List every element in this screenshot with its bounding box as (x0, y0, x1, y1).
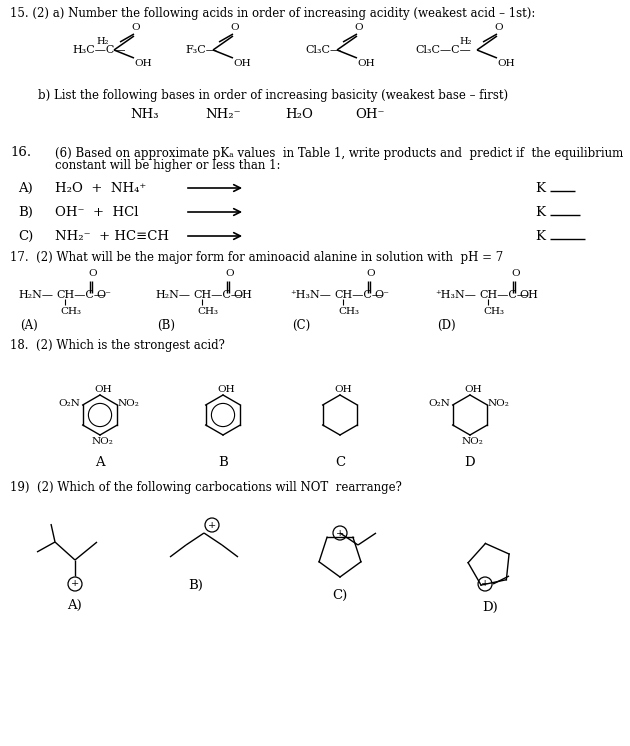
Text: (B): (B) (157, 319, 175, 331)
Text: O₂N: O₂N (58, 398, 80, 407)
Text: NO₂: NO₂ (488, 398, 510, 407)
Text: OH: OH (334, 386, 352, 395)
Text: CH₃: CH₃ (197, 307, 218, 316)
Text: (A): (A) (20, 319, 38, 331)
Text: OH: OH (233, 290, 252, 300)
Text: (D): (D) (437, 319, 455, 331)
Text: H₂O: H₂O (285, 107, 313, 121)
Text: +: + (71, 580, 79, 589)
Text: OH: OH (497, 58, 515, 67)
Text: C): C) (18, 230, 33, 242)
Text: B): B) (18, 205, 33, 219)
Text: OH: OH (94, 386, 112, 395)
Text: OH: OH (217, 386, 234, 395)
Text: O⁻: O⁻ (96, 290, 111, 300)
Text: B): B) (188, 578, 203, 592)
Text: CH—C—: CH—C— (56, 290, 105, 300)
Text: +: + (208, 521, 216, 530)
Text: OH⁻  +  HCl: OH⁻ + HCl (55, 205, 139, 219)
Text: 16.: 16. (10, 146, 31, 160)
Text: O⁻: O⁻ (374, 290, 389, 300)
Text: NH₂⁻  + HC≡CH: NH₂⁻ + HC≡CH (55, 230, 169, 242)
Text: O: O (494, 24, 503, 33)
Text: CH—C—: CH—C— (193, 290, 242, 300)
Text: (6) Based on approximate pKₐ values  in Table 1, write products and  predict if : (6) Based on approximate pKₐ values in T… (55, 146, 623, 160)
Text: Cl₃C—C—: Cl₃C—C— (415, 45, 471, 55)
Text: constant will be higher or less than 1:: constant will be higher or less than 1: (55, 160, 280, 172)
Text: K: K (535, 205, 545, 219)
Text: A): A) (67, 598, 82, 612)
Text: O: O (88, 269, 96, 278)
Text: O: O (230, 24, 239, 33)
Text: b) List the following bases in order of increasing basicity (weakest base – firs: b) List the following bases in order of … (38, 89, 508, 101)
Text: NH₃: NH₃ (130, 107, 159, 121)
Text: CH—C—: CH—C— (479, 290, 528, 300)
Text: NO₂: NO₂ (462, 437, 484, 447)
Text: A): A) (18, 181, 33, 195)
Text: O: O (131, 24, 140, 33)
Text: CH—C—: CH—C— (334, 290, 383, 300)
Text: O: O (354, 24, 363, 33)
Text: 15. (2) a) Number the following acids in order of increasing acidity (weakest ac: 15. (2) a) Number the following acids in… (10, 7, 536, 19)
Text: ⁺H₃N—: ⁺H₃N— (290, 290, 331, 300)
Text: C: C (335, 457, 345, 469)
Text: H₂O  +  NH₄⁺: H₂O + NH₄⁺ (55, 181, 146, 195)
Text: CH₃: CH₃ (60, 307, 81, 316)
Text: D): D) (482, 601, 498, 613)
Text: NO₂: NO₂ (92, 437, 114, 447)
Text: O: O (366, 269, 375, 278)
Text: +: + (336, 528, 344, 538)
Text: C): C) (332, 589, 347, 601)
Text: Cl₃C—: Cl₃C— (305, 45, 341, 55)
Text: K: K (535, 230, 545, 242)
Text: CH₃: CH₃ (483, 307, 504, 316)
Text: OH⁻: OH⁻ (355, 107, 384, 121)
Text: O: O (511, 269, 520, 278)
Text: ⁺H₃N—: ⁺H₃N— (435, 290, 476, 300)
Text: D: D (465, 457, 475, 469)
Text: A: A (95, 457, 105, 469)
Text: (C): (C) (292, 319, 310, 331)
Text: 19)  (2) Which of the following carbocations will NOT  rearrange?: 19) (2) Which of the following carbocati… (10, 481, 402, 495)
Text: +: + (481, 580, 489, 589)
Text: CH₃: CH₃ (338, 307, 359, 316)
Text: O₂N: O₂N (428, 398, 450, 407)
Text: H₂: H₂ (96, 37, 108, 46)
Text: H₂N—: H₂N— (155, 290, 190, 300)
Text: OH: OH (519, 290, 538, 300)
Text: H₃C—C—: H₃C—C— (72, 45, 125, 55)
Text: H₂: H₂ (459, 37, 471, 46)
Text: 18.  (2) Which is the strongest acid?: 18. (2) Which is the strongest acid? (10, 339, 225, 351)
Text: NO₂: NO₂ (118, 398, 140, 407)
Text: OH: OH (357, 58, 375, 67)
Text: OH: OH (134, 58, 152, 67)
Text: 17.  (2) What will be the major form for aminoacid alanine in solution with  pH : 17. (2) What will be the major form for … (10, 251, 503, 265)
Text: NH₂⁻: NH₂⁻ (205, 107, 241, 121)
Text: B: B (218, 457, 228, 469)
Text: F₃C—: F₃C— (185, 45, 217, 55)
Text: K: K (535, 181, 545, 195)
Text: OH: OH (464, 386, 481, 395)
Text: OH: OH (233, 58, 251, 67)
Text: O: O (225, 269, 234, 278)
Text: H₂N—: H₂N— (18, 290, 53, 300)
